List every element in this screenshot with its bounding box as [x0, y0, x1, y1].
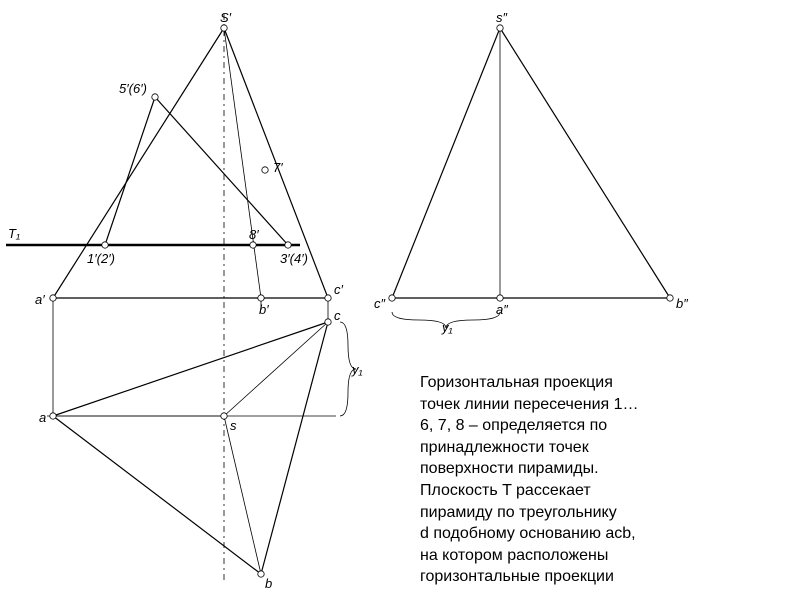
svg-text:3′(4′): 3′(4′) [280, 251, 308, 266]
svg-text:8′: 8′ [249, 227, 259, 242]
svg-text:a: a [39, 410, 46, 425]
svg-text:a″: a″ [496, 302, 508, 317]
svg-text:c″: c″ [374, 296, 386, 311]
svg-text:S′: S′ [220, 10, 232, 25]
text-line-9: на котором расположены [420, 547, 608, 564]
text-line-8: d подобному основанию acb, [420, 525, 636, 542]
text-line-4: принадлежности точек [420, 439, 589, 456]
svg-text:5′(6′): 5′(6′) [119, 81, 147, 96]
svg-text:T₁: T₁ [8, 226, 20, 241]
text-line-10: горизонтальные проекции [420, 568, 614, 585]
text-line-7: пирамиду по треугольнику [420, 504, 617, 521]
svg-text:y₁: y₁ [351, 362, 363, 377]
svg-text:b′: b′ [259, 302, 269, 317]
text-line-3: 6, 7, 8 – определяется по [420, 417, 607, 434]
svg-text:s: s [230, 418, 237, 433]
svg-text:a′: a′ [35, 292, 45, 307]
svg-text:c′: c′ [334, 282, 344, 297]
svg-text:1′(2′): 1′(2′) [87, 251, 115, 266]
svg-text:7′: 7′ [273, 160, 283, 175]
text-line-5: поверхности пирамиды. [420, 460, 599, 477]
description-text: Горизонтальная проекция точек линии пере… [420, 372, 780, 588]
svg-text:c: c [334, 308, 341, 323]
svg-text:b″: b″ [676, 296, 688, 311]
svg-text:s″: s″ [496, 10, 508, 25]
svg-text:b: b [265, 576, 272, 591]
text-line-6: Плоскость T рассекает [420, 482, 591, 499]
text-line-1: Горизонтальная проекция [420, 374, 613, 391]
text-line-2: точек линии пересечения 1… [420, 396, 639, 413]
svg-text:y₁: y₁ [441, 320, 453, 335]
